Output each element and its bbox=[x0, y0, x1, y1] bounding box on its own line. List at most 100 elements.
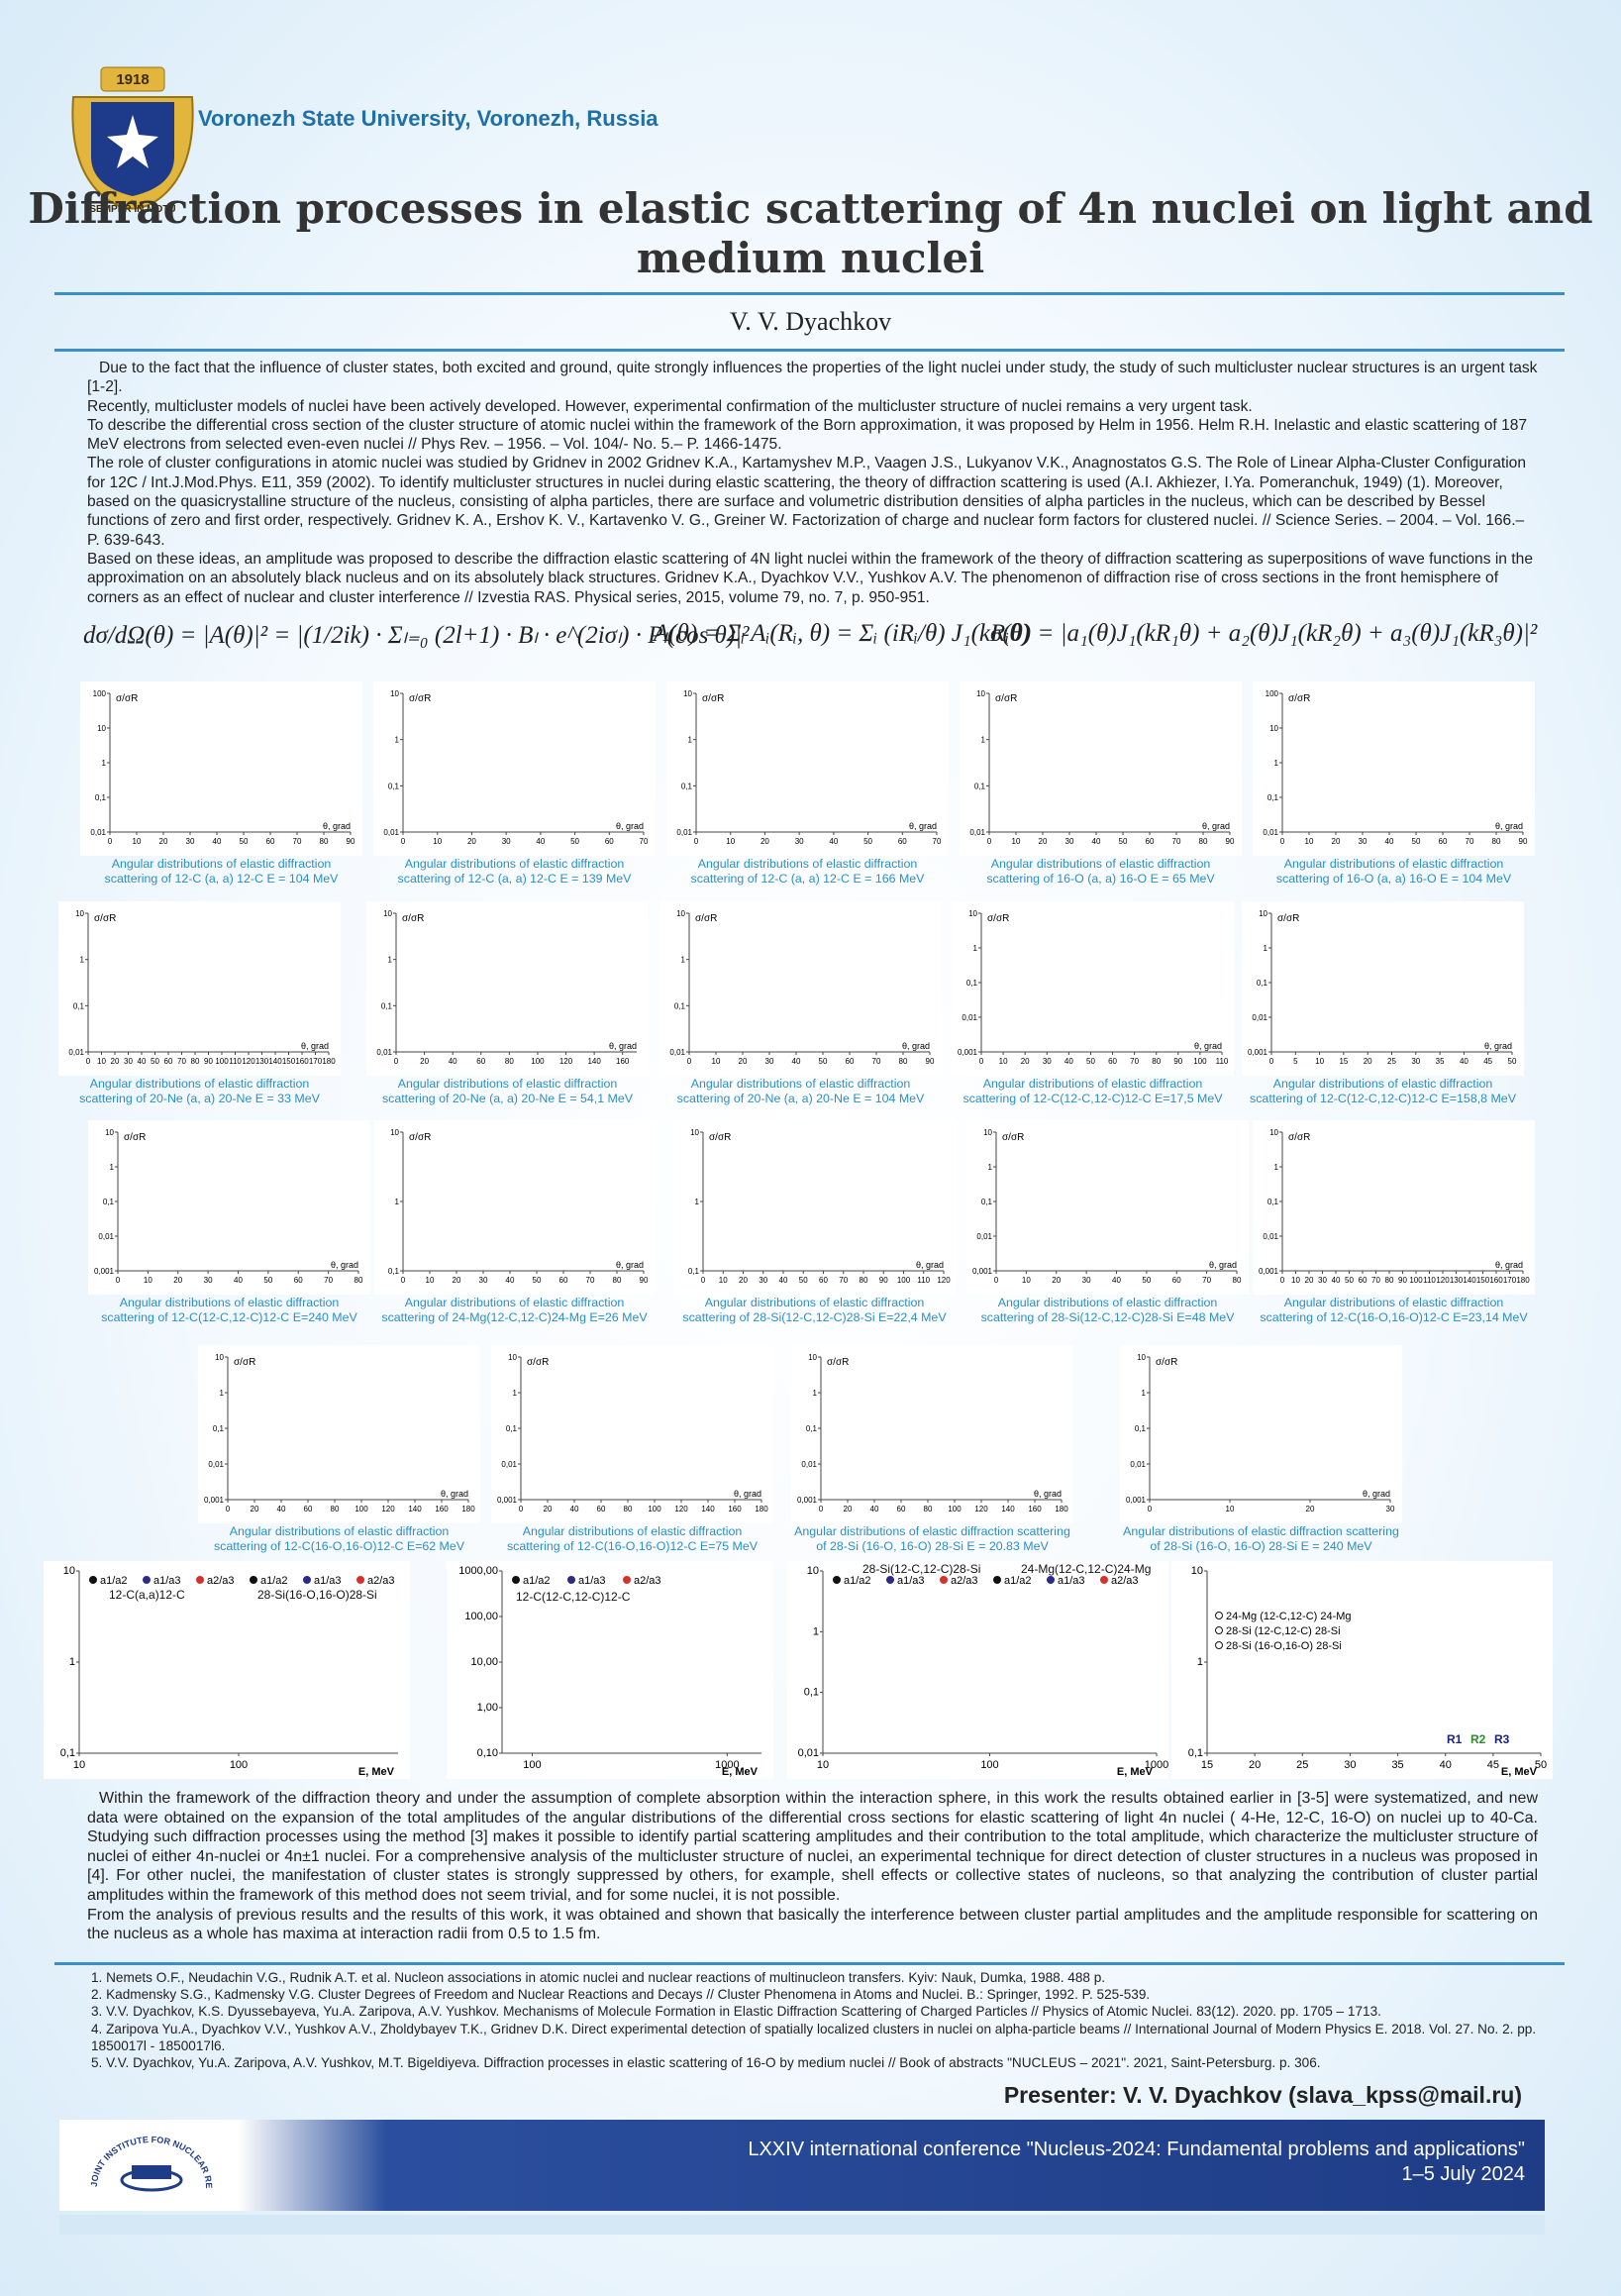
y-tick-label: 0,1 bbox=[73, 1001, 85, 1010]
y-axis-label: σ/σR bbox=[709, 1132, 731, 1143]
x-tick-label: 35 bbox=[1436, 1057, 1445, 1066]
x-tick-label: 20 bbox=[739, 1057, 748, 1066]
y-tick-label: 10 bbox=[976, 689, 985, 698]
y-tick-label: 10 bbox=[1259, 909, 1267, 918]
caption: Angular distributions of elastic diffrac… bbox=[354, 1296, 675, 1324]
x-tick-label: 0 bbox=[1280, 837, 1285, 846]
x-tick-label: 40 bbox=[570, 1505, 579, 1513]
x-tick-label: 40 bbox=[1064, 1057, 1073, 1066]
y-tick-label: 0,001 bbox=[497, 1496, 518, 1505]
x-tick-label: 10 bbox=[1305, 837, 1314, 846]
caption-line: Angular distributions of elastic diffrac… bbox=[1283, 1296, 1504, 1309]
x-axis-label: θ, grad bbox=[1363, 1489, 1390, 1499]
y-tick-label: 0,01 bbox=[208, 1460, 224, 1469]
caption: Angular distributions of elastic diffrac… bbox=[771, 1524, 1093, 1553]
chart-background bbox=[366, 901, 649, 1076]
x-tick-label: 150 bbox=[282, 1057, 296, 1066]
x-tick-label: 180 bbox=[322, 1057, 336, 1066]
x-tick-label: 0 bbox=[694, 837, 699, 846]
y-tick-label: 0,01 bbox=[962, 1013, 977, 1022]
x-tick-label: 10 bbox=[433, 837, 442, 846]
y-tick-label: 0,01 bbox=[969, 828, 985, 837]
x-tick-label: 20 bbox=[251, 1505, 259, 1513]
x-tick-label: 20 bbox=[453, 1276, 461, 1285]
y-tick-label: 0,01 bbox=[976, 1232, 992, 1241]
y-tick-label: 1 bbox=[981, 736, 986, 745]
x-tick-label: 80 bbox=[613, 1276, 622, 1285]
x-tick-label: 0 bbox=[401, 1276, 406, 1285]
chart-background bbox=[966, 1120, 1249, 1295]
x-tick-label: 50 bbox=[1508, 1057, 1517, 1066]
legend-marker bbox=[1215, 1626, 1223, 1634]
x-tick-label: 60 bbox=[819, 1276, 828, 1285]
caption: Angular distributions of elastic diffrac… bbox=[647, 857, 968, 886]
y-axis-label: σ/σR bbox=[124, 1132, 146, 1143]
y-tick-label: 0,1 bbox=[966, 979, 978, 988]
x-tick-label: 100 bbox=[523, 1759, 541, 1771]
x-tick-label: 60 bbox=[597, 1505, 606, 1513]
y-tick-label: 0,001 bbox=[1248, 1048, 1268, 1057]
x-tick-label: 60 bbox=[898, 837, 907, 846]
chart-background bbox=[1242, 901, 1524, 1076]
x-tick-label: 80 bbox=[899, 1057, 908, 1066]
y-tick-label: 1 bbox=[110, 1163, 115, 1172]
caption-line: scattering of 28-Si(12-C,12-C)28-Si E=22… bbox=[682, 1309, 947, 1324]
legend-label: a1/a2 bbox=[100, 1575, 128, 1587]
x-tick-label: 110 bbox=[917, 1276, 930, 1285]
x-tick-label: 20 bbox=[1305, 1276, 1314, 1285]
jinr-logo: JOINT INSTITUTE FOR NUCLEAR RESEARCH bbox=[77, 2126, 214, 2192]
x-tick-label: 20 bbox=[1306, 1505, 1315, 1513]
y-tick-label: 10 bbox=[683, 689, 692, 698]
chart-background bbox=[491, 1345, 773, 1523]
x-tick-label: 120 bbox=[381, 1505, 395, 1513]
x-tick-label: 50 bbox=[863, 837, 872, 846]
x-tick-label: 70 bbox=[1371, 1276, 1380, 1285]
y-tick-label: 10 bbox=[75, 909, 84, 918]
caption-line: Angular distributions of elastic diffrac… bbox=[111, 857, 332, 871]
caption-line: scattering of 12-C(16-O,16-O)12-C E=75 M… bbox=[506, 1538, 759, 1553]
note: R1 bbox=[1447, 1732, 1463, 1746]
x-axis-label: θ, grad bbox=[916, 1260, 944, 1270]
x-tick-label: 90 bbox=[640, 1276, 649, 1285]
legend-label: 24-Mg (12-C,12-C) 24-Mg bbox=[1226, 1611, 1352, 1622]
x-tick-label: 170 bbox=[1503, 1276, 1517, 1285]
x-tick-label: 40 bbox=[506, 1276, 515, 1285]
x-tick-label: 10 bbox=[719, 1276, 728, 1285]
y-axis-label: σ/σR bbox=[234, 1357, 255, 1368]
paragraph: Based on these ideas, an amplitude was p… bbox=[87, 550, 1533, 606]
x-axis-label: θ, grad bbox=[331, 1260, 358, 1270]
x-tick-label: 50 bbox=[1142, 1276, 1151, 1285]
y-tick-label: 0,01 bbox=[1252, 1013, 1267, 1022]
caption-line: scattering of 12-C (a, a) 12-C E = 104 M… bbox=[104, 871, 339, 886]
legend-label: a1/a2 bbox=[1004, 1575, 1032, 1587]
y-tick-label: 10 bbox=[983, 1128, 992, 1137]
y-tick-label: 10 bbox=[808, 1353, 817, 1362]
x-tick-label: 70 bbox=[324, 1276, 333, 1285]
x-tick-label: 20 bbox=[739, 1276, 748, 1285]
chart: 10 1 0,115 20 25 30 35 40 45 50E, MeV 24-Mg (12-C,… bbox=[1171, 1561, 1553, 1779]
x-tick-label: 90 bbox=[1173, 1057, 1182, 1066]
caption: Angular distributions of elastic diffrac… bbox=[1222, 1077, 1544, 1105]
x-tick-label: 80 bbox=[355, 1276, 363, 1285]
note: R2 bbox=[1470, 1732, 1486, 1746]
x-tick-label: 20 bbox=[420, 1057, 429, 1066]
legend-marker bbox=[993, 1576, 1001, 1584]
y-tick-label: 0,01 bbox=[798, 1747, 819, 1759]
y-tick-label: 1 bbox=[695, 1198, 700, 1206]
chart-background bbox=[1171, 1561, 1553, 1779]
x-axis-label: θ, grad bbox=[1202, 821, 1230, 831]
x-tick-label: 40 bbox=[1332, 1276, 1341, 1285]
x-tick-label: 100 bbox=[948, 1505, 962, 1513]
legend-marker bbox=[886, 1576, 894, 1584]
legend-label: a2/a3 bbox=[207, 1575, 235, 1587]
x-tick-label: 100 bbox=[531, 1057, 545, 1066]
x-tick-label: 40 bbox=[1092, 837, 1101, 846]
legend-label: a1/a3 bbox=[153, 1575, 181, 1587]
x-tick-label: 10 bbox=[73, 1759, 85, 1771]
x-tick-label: 15 bbox=[1201, 1759, 1213, 1771]
rule bbox=[54, 1962, 1565, 1965]
chart-background bbox=[198, 1345, 480, 1523]
x-tick-label: 110 bbox=[1423, 1276, 1436, 1285]
